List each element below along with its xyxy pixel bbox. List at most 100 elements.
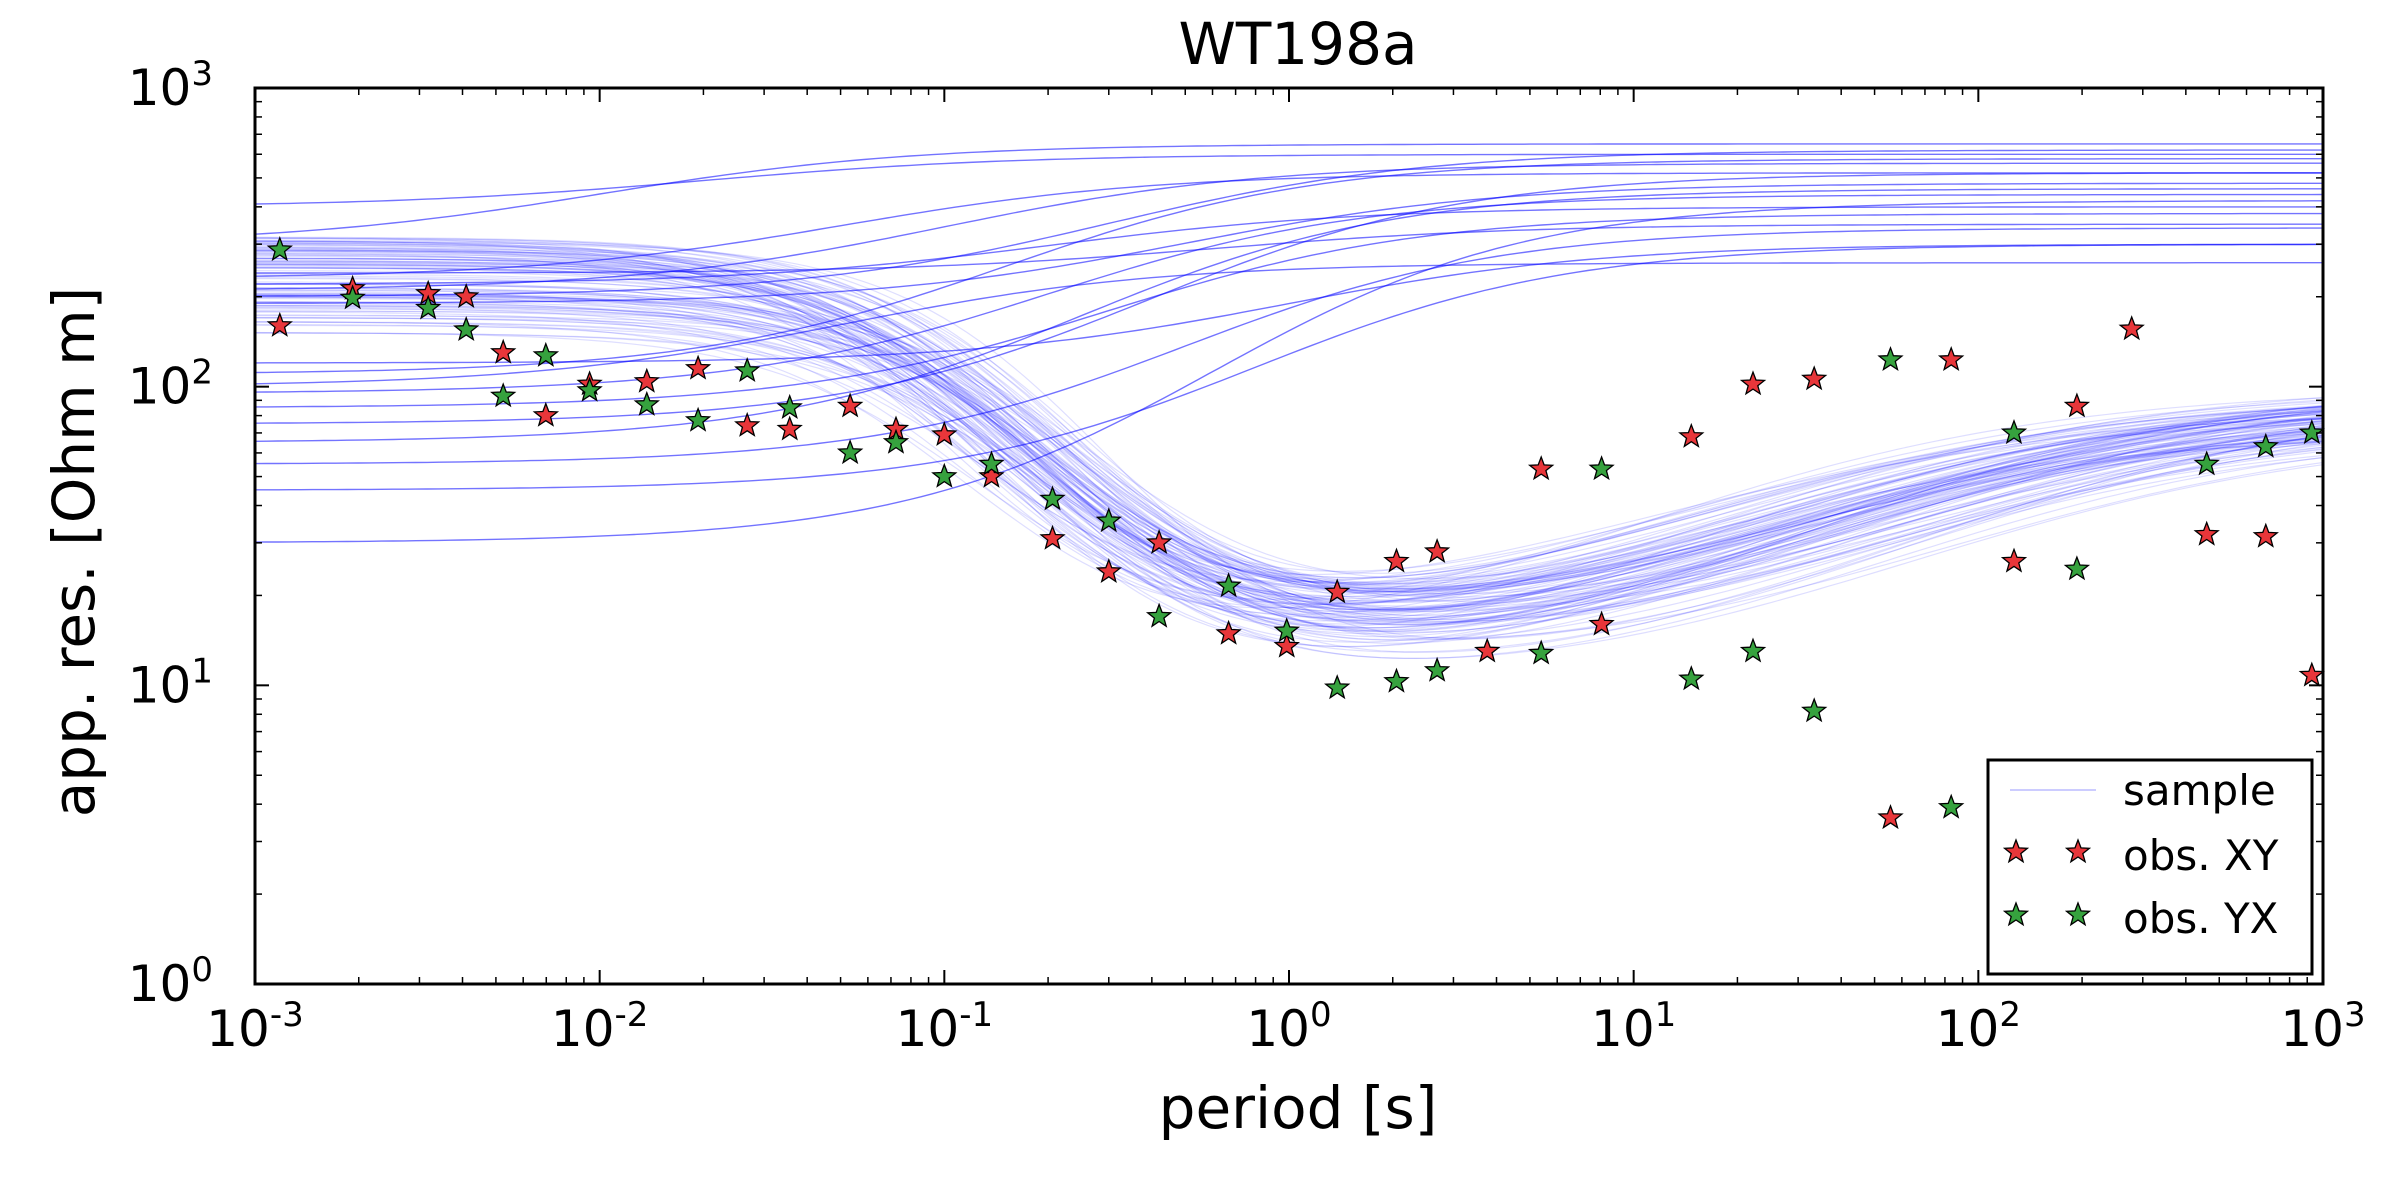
sample-curve bbox=[255, 265, 2323, 598]
legend-label: obs. YX bbox=[2123, 894, 2278, 943]
sample-curve-divergent bbox=[255, 227, 2323, 465]
sample-curve-divergent bbox=[255, 172, 2323, 424]
obs-yx-point bbox=[415, 294, 442, 320]
sample-curve bbox=[255, 332, 2323, 594]
obs-yx-point bbox=[2252, 432, 2279, 458]
sample-curve bbox=[255, 315, 2323, 598]
sample-curve-divergent bbox=[255, 162, 2323, 290]
sample-curve bbox=[255, 323, 2323, 598]
obs-yx-point bbox=[734, 356, 761, 382]
sample-curve-divergent bbox=[255, 158, 2323, 374]
legend-label: sample bbox=[2123, 766, 2276, 815]
sample-curve bbox=[255, 258, 2323, 602]
sample-curve bbox=[255, 257, 2323, 611]
obs-xy-point bbox=[931, 420, 958, 447]
sample-curve bbox=[255, 275, 2323, 631]
obs-xy-point bbox=[1215, 619, 1242, 645]
y-tick-label: 103 bbox=[128, 54, 213, 117]
sample-curve bbox=[255, 254, 2323, 606]
sample-curve bbox=[255, 306, 2323, 619]
sample-curve bbox=[255, 321, 2323, 609]
obs-yx-point bbox=[882, 428, 910, 454]
sample-curve bbox=[255, 277, 2323, 583]
obs-xy-point bbox=[1937, 345, 1965, 371]
y-tick-label: 100 bbox=[128, 950, 213, 1013]
sample-curve-divergent bbox=[255, 223, 2323, 274]
sample-curve bbox=[255, 300, 2323, 591]
sample-curve bbox=[255, 242, 2323, 623]
obs-xy-point bbox=[1383, 547, 1410, 573]
obs-xy-point bbox=[453, 282, 480, 309]
obs-xy-point bbox=[2252, 522, 2279, 548]
obs-xy-point bbox=[2000, 547, 2028, 573]
sample-curve bbox=[255, 283, 2323, 584]
obs-yx-point bbox=[1937, 793, 1965, 819]
sample-curve bbox=[255, 263, 2323, 633]
obs-xy-point bbox=[836, 392, 864, 418]
y-tick-label: 102 bbox=[128, 353, 213, 416]
sample-curve bbox=[255, 317, 2323, 602]
obs-yx-point bbox=[1423, 656, 1451, 682]
obs-yx-point bbox=[1678, 665, 1705, 691]
sample-curve bbox=[255, 289, 2323, 629]
obs-yx-point bbox=[490, 382, 517, 408]
sample-curve bbox=[255, 252, 2323, 584]
sample-curve bbox=[255, 240, 2323, 603]
obs-xy-point bbox=[266, 311, 293, 337]
sample-curve bbox=[255, 321, 2323, 629]
sample-curve bbox=[255, 295, 2323, 605]
obs-yx-point bbox=[1273, 617, 1300, 643]
sample-curve-divergent bbox=[255, 182, 2323, 304]
obs-yx-point bbox=[1383, 667, 1410, 693]
sample-curve bbox=[255, 289, 2323, 633]
sample-curve bbox=[255, 255, 2323, 590]
legend-obs-xy-swatch bbox=[2002, 838, 2030, 864]
sample-curve-divergent bbox=[255, 188, 2323, 442]
obs-xy-point bbox=[2063, 392, 2091, 418]
sample-curve bbox=[255, 267, 2323, 615]
obs-yx-point bbox=[1095, 507, 1122, 533]
sample-curve-divergent bbox=[255, 200, 2323, 543]
sample-curve bbox=[255, 281, 2323, 629]
sample-curve bbox=[255, 243, 2323, 625]
y-axis-label: app. res. [Ohm m] bbox=[40, 287, 108, 818]
sample-curve bbox=[255, 246, 2323, 613]
chart-title: WT198a bbox=[1178, 10, 1417, 78]
sample-curve bbox=[255, 303, 2323, 592]
obs-xy-point bbox=[490, 338, 517, 364]
sample-curve bbox=[255, 248, 2323, 579]
sample-curve bbox=[255, 293, 2323, 587]
sample-curve bbox=[255, 321, 2323, 622]
sample-curve bbox=[255, 305, 2323, 590]
x-tick-label: 102 bbox=[1936, 995, 2021, 1058]
sample-curve bbox=[255, 332, 2323, 607]
sample-curve bbox=[255, 324, 2323, 613]
sample-curve bbox=[255, 257, 2323, 626]
sample-curve bbox=[255, 250, 2323, 574]
obs-yx-point bbox=[1324, 674, 1351, 700]
sample-curve-divergent bbox=[255, 243, 2323, 491]
x-tick-label: 10-1 bbox=[896, 995, 994, 1058]
sample-curve bbox=[255, 253, 2323, 609]
obs-xy-point bbox=[978, 462, 1005, 488]
sample-curve bbox=[255, 242, 2323, 580]
obs-xy-point bbox=[1474, 637, 1501, 663]
sample-curves bbox=[255, 143, 2323, 660]
obs-xy-point bbox=[1095, 557, 1122, 584]
sample-curve bbox=[255, 238, 2323, 611]
obs-yx-point bbox=[1145, 602, 1173, 628]
sample-curve bbox=[255, 239, 2323, 617]
sample-curve bbox=[255, 293, 2323, 611]
sample-curve bbox=[255, 236, 2323, 626]
obs-xy-point bbox=[1039, 524, 1066, 550]
obs-yx-point bbox=[2000, 419, 2028, 445]
sample-curve bbox=[255, 263, 2323, 593]
sample-curve-divergent bbox=[255, 172, 2323, 277]
sample-curve bbox=[255, 296, 2323, 576]
obs-yx-point bbox=[339, 284, 366, 310]
sample-curve-divergent bbox=[255, 149, 2323, 297]
sample-curve bbox=[255, 317, 2323, 613]
obs-xy-point bbox=[1877, 804, 1904, 830]
